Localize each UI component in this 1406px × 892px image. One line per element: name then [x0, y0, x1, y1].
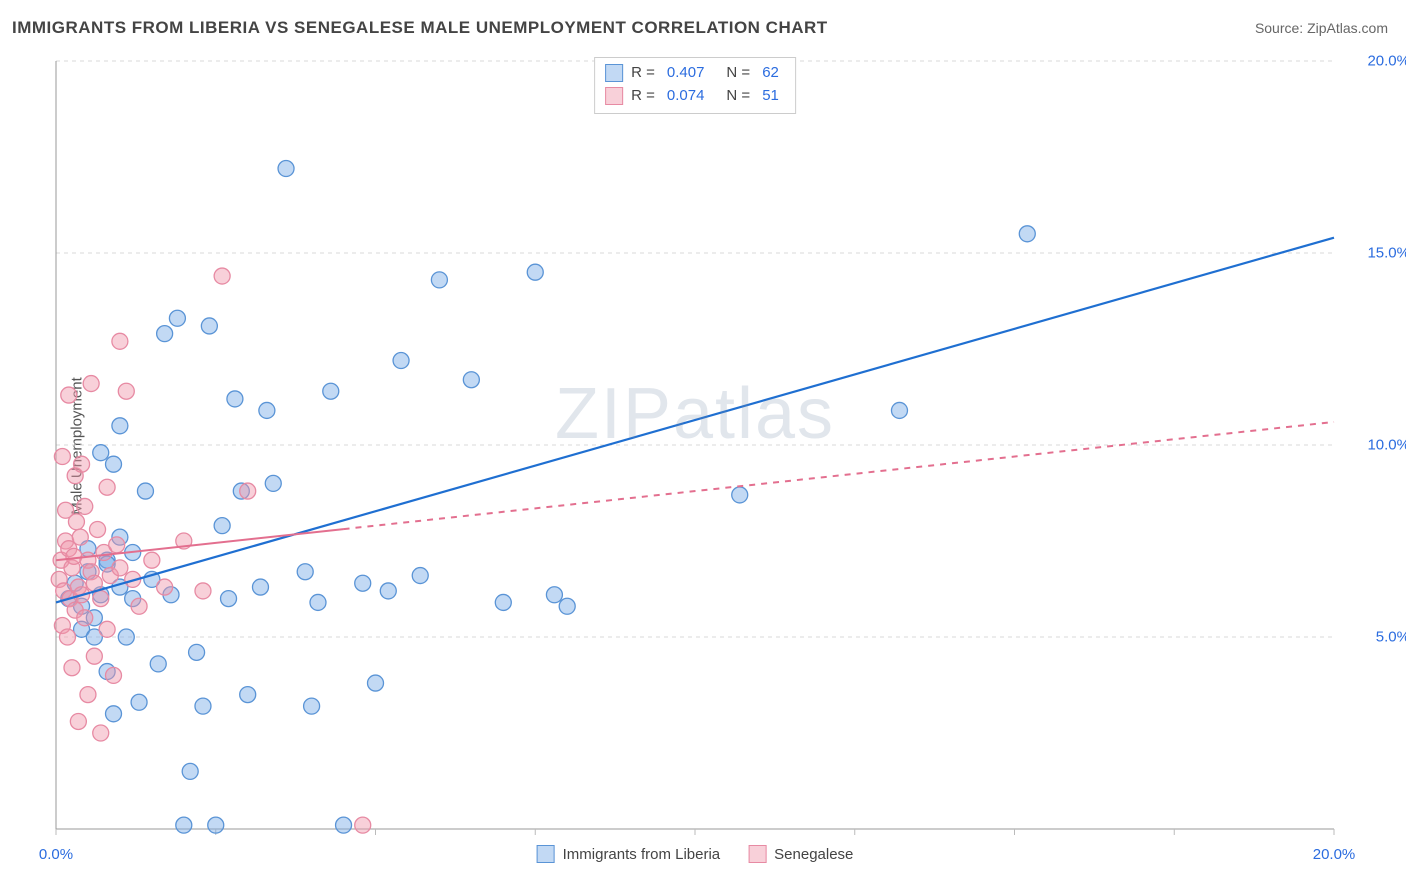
y-tick-label: 10.0% [1367, 437, 1406, 454]
legend-row: R = 0.407N = 62 [605, 62, 779, 85]
x-tick-label: 0.0% [39, 846, 73, 863]
chart-title: IMMIGRANTS FROM LIBERIA VS SENEGALESE MA… [12, 18, 828, 38]
legend-item: Senegalese [748, 845, 853, 863]
correlation-legend: R = 0.407N = 62R = 0.074N = 51 [594, 57, 796, 114]
series-legend: Immigrants from Liberia Senegalese [537, 845, 854, 863]
source-attribution: Source: ZipAtlas.com [1255, 20, 1388, 36]
y-tick-label: 20.0% [1367, 53, 1406, 70]
legend-label: Immigrants from Liberia [563, 846, 721, 863]
legend-item: Immigrants from Liberia [537, 845, 721, 863]
legend-row: R = 0.074N = 51 [605, 85, 779, 108]
scatter-chart: ZIPatlas R = 0.407N = 62R = 0.074N = 51 … [50, 55, 1340, 835]
plot-area [50, 55, 1340, 835]
legend-swatch [748, 845, 766, 863]
y-tick-label: 15.0% [1367, 245, 1406, 262]
legend-label: Senegalese [774, 846, 853, 863]
y-tick-label: 5.0% [1376, 629, 1406, 646]
legend-swatch [537, 845, 555, 863]
legend-swatch [605, 87, 623, 105]
legend-swatch [605, 64, 623, 82]
x-tick-label: 20.0% [1313, 846, 1356, 863]
